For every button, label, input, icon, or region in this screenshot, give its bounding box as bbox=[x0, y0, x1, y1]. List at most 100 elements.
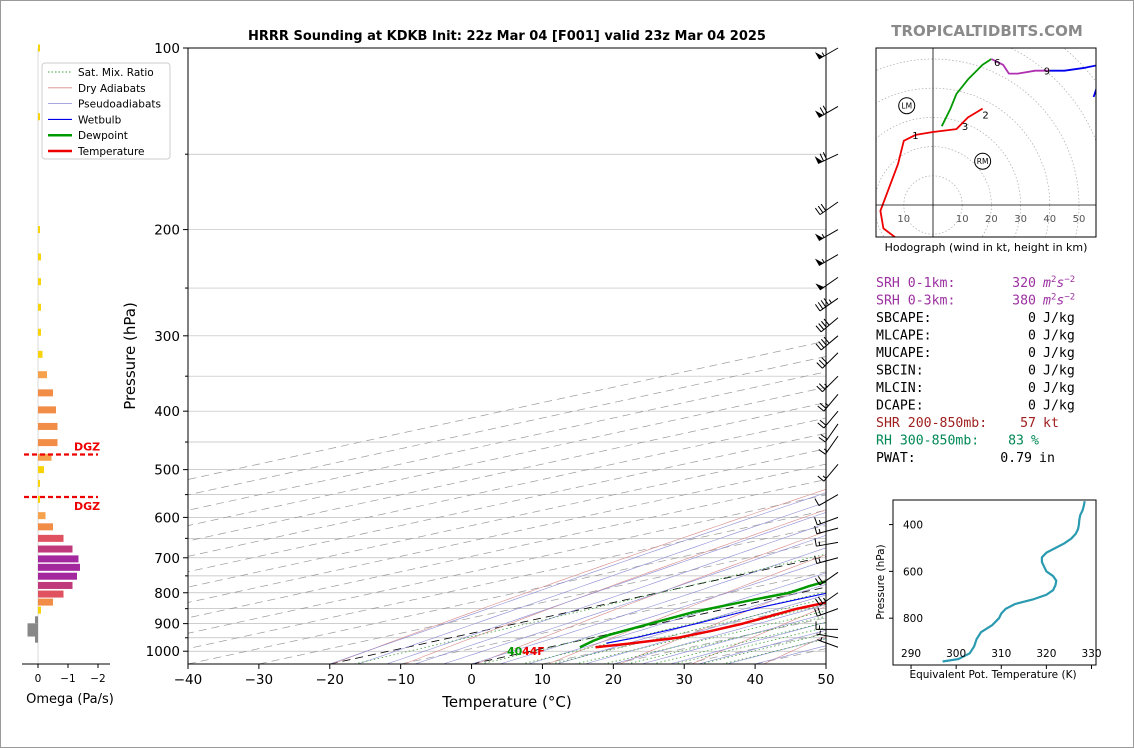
x-tick-label: 40 bbox=[747, 672, 764, 688]
barb-feather bbox=[820, 339, 827, 346]
barb-shaft bbox=[818, 254, 839, 266]
theta-e-line bbox=[942, 500, 1086, 663]
dry-adiabat bbox=[907, 48, 1134, 664]
mixing-ratio-line bbox=[603, 610, 826, 664]
stat-unit: J/kg bbox=[1043, 364, 1075, 379]
series-dewpoint bbox=[579, 580, 826, 649]
dry-adiabat bbox=[1123, 48, 1134, 664]
pseudoadiabat bbox=[471, 547, 826, 664]
barb-feather bbox=[817, 596, 824, 604]
barb-feather bbox=[814, 555, 818, 564]
wind-barb bbox=[815, 335, 839, 351]
wind-barb bbox=[814, 525, 839, 535]
y-tick-label: 1000 bbox=[146, 644, 180, 660]
barb-half-feather bbox=[818, 528, 821, 534]
barb-half-feather bbox=[823, 597, 827, 602]
hodograph-height-label: 3 bbox=[962, 122, 968, 133]
stat-unit: J/kg bbox=[1043, 381, 1075, 396]
omega-bar bbox=[38, 113, 40, 121]
hodograph-caption: Hodograph (wind in kt, height in km) bbox=[885, 241, 1088, 254]
surface-dewpoint-label: 40 bbox=[507, 645, 523, 658]
omega-bar bbox=[38, 512, 46, 520]
omega-bar bbox=[38, 44, 40, 52]
omega-bar bbox=[38, 590, 64, 598]
wind-barb bbox=[814, 47, 839, 60]
stat-value: 0 bbox=[1028, 399, 1036, 414]
hodograph-tick-label: 10 bbox=[897, 214, 910, 225]
pseudoadiabat bbox=[613, 604, 826, 664]
legend: Sat. Mix. Ratio Dry Adiabats Pseudoadiabat… bbox=[41, 62, 171, 160]
omega-bar bbox=[38, 572, 77, 580]
theta-e-y-tick-label: 800 bbox=[903, 613, 923, 625]
barb-shaft bbox=[818, 229, 839, 242]
mixing-ratio-line bbox=[722, 638, 826, 664]
y-tick-label: 500 bbox=[154, 463, 180, 479]
theta-e-x-tick-label: 310 bbox=[991, 648, 1011, 660]
omega-bar bbox=[38, 328, 41, 336]
omega-bar bbox=[38, 555, 79, 563]
barb-feather bbox=[814, 538, 817, 547]
stat-value: 380 bbox=[1012, 294, 1036, 309]
barb-feather bbox=[815, 343, 822, 351]
omega-bar bbox=[27, 623, 38, 631]
pseudoadiabat bbox=[443, 534, 826, 664]
barb-feather bbox=[819, 402, 827, 409]
stat-label: MLCIN: bbox=[876, 381, 924, 396]
omega-tick-label: −2 bbox=[90, 673, 105, 685]
omega-tick-label: 0 bbox=[35, 673, 42, 685]
barb-half-feather bbox=[820, 637, 823, 642]
wind-barb bbox=[814, 571, 839, 586]
legend-entry: Dewpoint bbox=[78, 130, 128, 142]
barb-feather bbox=[817, 302, 824, 310]
y-tick-label: 300 bbox=[154, 329, 180, 345]
hodograph-segment bbox=[940, 58, 992, 127]
omega-bar bbox=[38, 598, 53, 606]
y-tick-label: 900 bbox=[154, 617, 180, 633]
wind-barb bbox=[818, 435, 839, 455]
barb-feather bbox=[816, 362, 823, 369]
barb-flag bbox=[814, 156, 823, 164]
storm-motion-label: LM bbox=[901, 102, 912, 111]
barb-shaft bbox=[818, 494, 839, 507]
barb-shaft bbox=[822, 375, 839, 393]
stat-label: SHR 200-850mb: bbox=[876, 416, 987, 431]
stat-value: 57 bbox=[1020, 416, 1036, 431]
pseudoadiabat bbox=[528, 572, 826, 664]
barb-feather bbox=[815, 325, 822, 333]
omega-bar bbox=[38, 371, 47, 379]
barb-feather bbox=[814, 598, 821, 606]
barb-half-feather bbox=[819, 630, 821, 635]
legend-entry: Sat. Mix. Ratio bbox=[78, 67, 154, 79]
barb-flag bbox=[814, 110, 824, 118]
hodograph-tick-label: 20 bbox=[985, 214, 998, 225]
omega-bar bbox=[38, 534, 64, 542]
omega-bar bbox=[38, 226, 40, 234]
barb-half-feather bbox=[823, 448, 828, 452]
wind-barb bbox=[814, 105, 839, 118]
profile-lines bbox=[579, 580, 826, 649]
barb-feather bbox=[818, 359, 826, 367]
legend-entry: Temperature bbox=[77, 146, 145, 158]
barb-half-feather bbox=[821, 233, 825, 238]
wind-barb bbox=[817, 464, 839, 482]
y-tick-label: 100 bbox=[154, 41, 180, 57]
barb-shaft bbox=[818, 106, 839, 118]
omega-bar bbox=[38, 422, 58, 430]
theta-e-panel: 400 600 800 290 300 310 320 330 bbox=[889, 500, 1102, 669]
y-tick-label: 800 bbox=[154, 586, 180, 602]
barb-feather bbox=[820, 203, 827, 211]
barb-half-feather bbox=[818, 541, 821, 546]
barb-feather bbox=[818, 323, 825, 330]
stats-panel: SRH 0-1km: 320 m2s−2 SRH 0-3km: 380 m2s−2 SBCA… bbox=[876, 275, 1075, 466]
barb-feather bbox=[822, 105, 828, 113]
barb-feather bbox=[820, 434, 828, 440]
barb-flag bbox=[814, 233, 824, 241]
omega-bar bbox=[38, 278, 41, 286]
surface-temperature-label: 44F bbox=[522, 645, 545, 658]
y-axis-label: Pressure (hPa) bbox=[121, 302, 139, 410]
pseudoadiabat bbox=[329, 492, 826, 664]
x-tick-label: 0 bbox=[467, 672, 476, 688]
stat-label: MLCAPE: bbox=[876, 329, 932, 344]
omega-axis-label: Omega (Pa/s) bbox=[26, 692, 114, 707]
pseudoadiabat bbox=[358, 501, 826, 664]
